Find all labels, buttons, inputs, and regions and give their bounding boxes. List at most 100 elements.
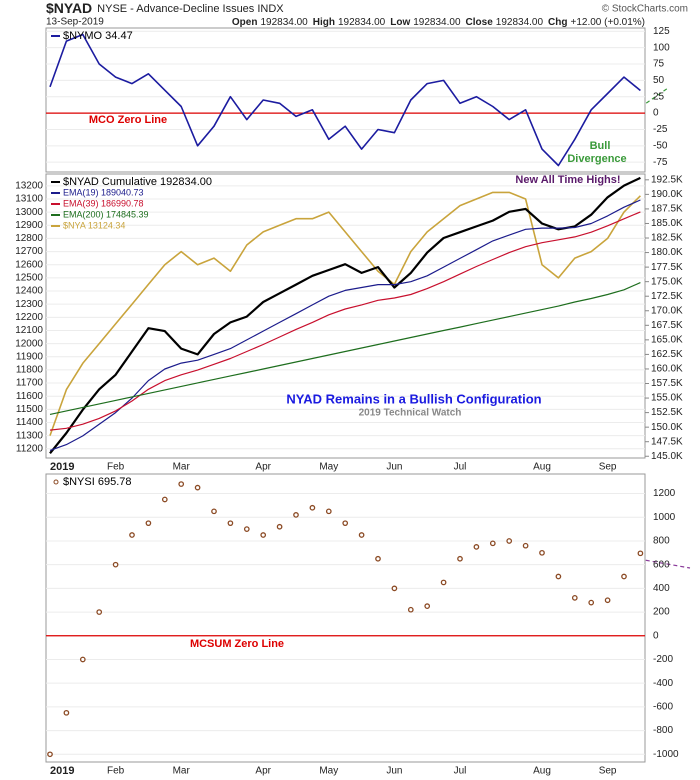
reference-label: MCO Zero Line xyxy=(89,114,167,126)
description: NYSE - Advance-Decline Issues INDX xyxy=(97,3,284,15)
quote-value: 192834.00 xyxy=(260,17,308,28)
dot xyxy=(375,555,381,562)
series-line xyxy=(49,199,641,451)
dot xyxy=(571,595,578,601)
reference-label: MCSUM Zero Line xyxy=(190,638,284,650)
dot xyxy=(79,656,86,663)
y-tick-label: -400 xyxy=(653,678,673,689)
y2-tick-label: 175.0K xyxy=(651,276,683,287)
dot xyxy=(588,599,595,606)
y2-tick-label: 162.5K xyxy=(651,349,683,360)
legend-entry: $NYA 13124.34 xyxy=(63,220,125,230)
annotation: Divergence xyxy=(567,153,626,165)
x-tick-label: Aug xyxy=(533,462,551,473)
quote-value: 192834.00 xyxy=(496,17,544,28)
y2-tick-label: 187.5K xyxy=(651,204,683,215)
y-tick-label: 11800 xyxy=(16,365,44,376)
dot xyxy=(243,526,250,532)
dot xyxy=(145,520,152,527)
y2-tick-label: 177.5K xyxy=(651,262,683,273)
y2-tick-label: 157.5K xyxy=(651,378,683,389)
y-tick-label: 11200 xyxy=(16,443,44,454)
dot xyxy=(63,709,70,716)
y-tick-label: -200 xyxy=(653,654,673,665)
y-tick-label: 600 xyxy=(653,559,670,570)
annotation: Bull xyxy=(590,140,611,152)
quote-label: High xyxy=(313,17,335,28)
y2-tick-label: 185.0K xyxy=(651,218,683,229)
credit: © StockCharts.com xyxy=(602,4,688,15)
annotation: 2019 Technical Watch xyxy=(359,408,462,419)
y2-tick-label: 190.0K xyxy=(651,189,683,200)
dot xyxy=(96,609,103,615)
dot xyxy=(293,512,299,518)
x-tick-label: Sep xyxy=(599,462,617,473)
dot xyxy=(391,585,398,592)
dot xyxy=(178,481,185,487)
dot xyxy=(325,508,332,515)
y-tick-label: 12500 xyxy=(15,273,43,284)
y-tick-label: 400 xyxy=(653,583,670,594)
y2-tick-label: 182.5K xyxy=(651,233,683,244)
y-tick-label: 11600 xyxy=(16,391,44,402)
y2-tick-label: 165.0K xyxy=(651,335,683,346)
y2-tick-label: 172.5K xyxy=(651,291,683,302)
dot xyxy=(637,550,644,557)
quote-value: 192834.00 xyxy=(338,17,386,28)
y2-tick-label: 147.5K xyxy=(651,436,683,447)
x-tick-label: Jun xyxy=(386,766,402,777)
x-tick-label: Jul xyxy=(454,766,467,777)
y2-tick-label: 145.0K xyxy=(651,451,683,462)
y-tick-label: 125 xyxy=(653,26,670,37)
quote-label: Open xyxy=(232,17,258,28)
legend-entry: $NYMO 34.47 xyxy=(63,30,133,42)
y2-tick-label: 167.5K xyxy=(651,320,683,331)
y-tick-label: 12600 xyxy=(15,259,43,270)
dot xyxy=(489,540,496,547)
panel-frame xyxy=(45,27,646,173)
y-tick-label: 13100 xyxy=(15,194,43,205)
x-tick-label: Sep xyxy=(599,766,617,777)
x-tick-label: Aug xyxy=(533,766,551,777)
y-tick-label: 12200 xyxy=(15,312,43,323)
series-line xyxy=(49,282,641,415)
y-tick-label: 800 xyxy=(653,536,670,547)
y-tick-label: 12000 xyxy=(15,338,43,349)
dot xyxy=(211,508,217,515)
legend-symbol xyxy=(53,479,59,485)
x-tick-label: May xyxy=(319,462,338,473)
dot xyxy=(522,542,529,549)
y-tick-label: 100 xyxy=(653,42,670,53)
symbol: $NYAD xyxy=(46,0,92,16)
y-tick-label: 12100 xyxy=(15,325,43,336)
y-tick-label: 25 xyxy=(653,91,665,102)
panel-frame xyxy=(45,173,646,459)
y-tick-label: 200 xyxy=(653,607,670,618)
y-tick-label: -50 xyxy=(653,140,668,151)
y2-tick-label: 170.0K xyxy=(651,305,683,316)
x-tick-label: Feb xyxy=(107,766,125,777)
y-tick-label: -800 xyxy=(653,725,673,736)
dot xyxy=(555,573,562,580)
y2-tick-label: 160.0K xyxy=(651,364,683,375)
series-line xyxy=(49,33,641,167)
legend-entry: EMA(19) 189040.73 xyxy=(63,187,144,197)
y-tick-label: 13200 xyxy=(15,180,43,191)
y-tick-label: 11900 xyxy=(16,351,44,362)
y-tick-label: -1000 xyxy=(653,749,679,760)
dot xyxy=(358,532,365,538)
dot xyxy=(309,504,316,511)
y-tick-label: 11700 xyxy=(16,378,44,389)
y-tick-label: 11500 xyxy=(16,404,44,415)
y-tick-label: 1000 xyxy=(653,512,676,523)
dot xyxy=(47,751,53,758)
x-tick-label: Mar xyxy=(173,766,191,777)
legend-entry: $NYSI 695.78 xyxy=(63,476,132,488)
dot xyxy=(539,549,545,556)
y-tick-label: 50 xyxy=(653,75,665,86)
header-title: $NYAD NYSE - Advance-Decline Issues INDX xyxy=(46,0,284,16)
quote-value: 192834.00 xyxy=(413,17,461,28)
header-date: 13-Sep-2019 xyxy=(46,17,104,28)
legend-entry: EMA(39) 186990.78 xyxy=(63,198,144,208)
x-tick-label: 2019 xyxy=(50,765,74,777)
